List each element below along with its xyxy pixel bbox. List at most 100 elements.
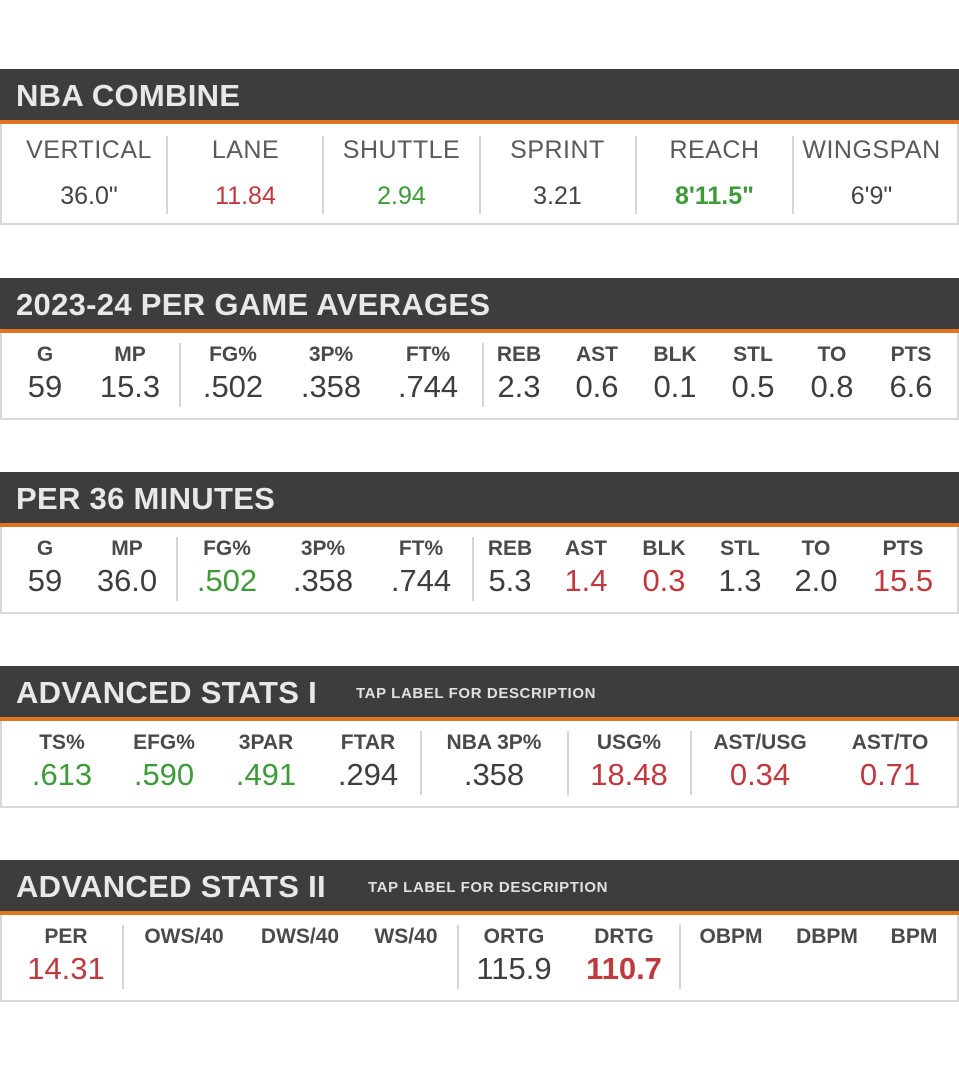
advanced-stats-1-section: ADVANCED STATS I TAP LABEL FOR DESCRIPTI… — [0, 666, 959, 808]
stat-label[interactable]: FT% — [398, 537, 444, 560]
stat-value: .590 — [133, 757, 195, 792]
stat-label[interactable]: BPM — [890, 925, 938, 948]
stat-label[interactable]: BLK — [653, 343, 697, 366]
col-efg-pct: EFG% .590 — [116, 721, 212, 806]
stat-label[interactable]: FG% — [209, 343, 257, 366]
stat-label[interactable]: G — [36, 343, 54, 366]
col-ortg: ORTG 115.9 — [464, 915, 564, 1000]
stat-value: 6.6 — [889, 369, 933, 404]
stat-label[interactable]: FTAR — [340, 731, 396, 754]
stat-value: 0.5 — [731, 369, 775, 404]
col-usg-pct: USG% 18.48 — [570, 721, 688, 806]
stat-label[interactable]: MP — [111, 537, 143, 560]
stat-value: 0.34 — [729, 757, 791, 792]
col-reb: REB 5.3 — [478, 527, 542, 612]
stat-value: 115.9 — [476, 951, 552, 986]
stat-value: 2.3 — [497, 369, 541, 404]
col-ws-40: WS/40 — [358, 915, 454, 1000]
stat-value: .744 — [397, 369, 459, 404]
col-bpm: BPM — [876, 915, 952, 1000]
col-ast: AST 1.4 — [554, 527, 618, 612]
stat-label[interactable]: REACH — [669, 136, 760, 164]
per-36-header: PER 36 MINUTES — [0, 472, 959, 527]
stat-label[interactable]: 3PAR — [238, 731, 294, 754]
combine-col-wingspan: WINGSPAN 6'9" — [794, 124, 949, 223]
stat-label[interactable]: STL — [733, 343, 773, 366]
stat-label[interactable]: MP — [114, 343, 146, 366]
stat-label[interactable]: WS/40 — [374, 925, 438, 948]
stat-label[interactable]: FG% — [203, 537, 251, 560]
combine-col-vertical: VERTICAL 36.0" — [11, 124, 167, 223]
stat-label[interactable]: PTS — [882, 537, 924, 560]
col-to: TO 2.0 — [784, 527, 848, 612]
stat-label[interactable]: 3P% — [300, 537, 346, 560]
stat-label[interactable]: STL — [720, 537, 760, 560]
stat-value: 0.1 — [653, 369, 697, 404]
col-g: G 59 — [12, 527, 78, 612]
stat-label[interactable]: REB — [496, 343, 542, 366]
col-ft-pct: FT% .744 — [375, 527, 467, 612]
col-ows-40: OWS/40 — [128, 915, 240, 1000]
stat-label[interactable]: AST/TO — [851, 731, 929, 754]
stat-value: 1.3 — [718, 563, 762, 598]
advanced-stats-2-table: PER 14.31 OWS/40 DWS/40 WS/40 ORTG 115.9… — [0, 915, 959, 1002]
advanced-stats-1-table: TS% .613 EFG% .590 3PAR .491 FTAR .294 N… — [0, 721, 959, 808]
stat-label[interactable]: WINGSPAN — [802, 136, 941, 164]
stat-label[interactable]: REB — [487, 537, 533, 560]
stat-value: 18.48 — [590, 757, 668, 792]
stat-label[interactable]: DWS/40 — [260, 925, 340, 948]
section-title: 2023-24 PER GAME AVERAGES — [16, 287, 491, 322]
column-divider — [690, 731, 692, 795]
stat-label[interactable]: AST/USG — [713, 731, 807, 754]
stat-label[interactable]: 3P% — [308, 343, 354, 366]
stat-value: .613 — [31, 757, 93, 792]
col-ast-to: AST/TO 0.71 — [828, 721, 952, 806]
stat-label[interactable]: AST — [565, 537, 607, 560]
stat-label[interactable]: DBPM — [796, 925, 858, 948]
stat-label[interactable]: VERTICAL — [26, 136, 152, 164]
tap-label-hint: TAP LABEL FOR DESCRIPTION — [356, 685, 597, 702]
stat-value: 0.6 — [575, 369, 619, 404]
col-reb: REB 2.3 — [487, 333, 551, 418]
nba-combine-section: NBA COMBINE VERTICAL 36.0" LANE 11.84 SH… — [0, 69, 959, 225]
advanced-stats-1-header: ADVANCED STATS I TAP LABEL FOR DESCRIPTI… — [0, 666, 959, 721]
stat-label[interactable]: DRTG — [594, 925, 654, 948]
col-blk: BLK 0.3 — [632, 527, 696, 612]
stat-value: 2.94 — [377, 182, 426, 210]
col-g: G 59 — [12, 333, 78, 418]
stat-label[interactable]: USG% — [596, 731, 662, 754]
advanced-stats-2-header: ADVANCED STATS II TAP LABEL FOR DESCRIPT… — [0, 860, 959, 915]
combine-col-reach: REACH 8'11.5" — [637, 124, 792, 223]
nba-combine-table: VERTICAL 36.0" LANE 11.84 SHUTTLE 2.94 S… — [0, 124, 959, 225]
column-divider — [322, 136, 324, 214]
stat-value: 36.0 — [96, 563, 158, 598]
stat-value: 15.5 — [872, 563, 934, 598]
col-ts-pct: TS% .613 — [16, 721, 108, 806]
stat-value: 5.3 — [488, 563, 532, 598]
stat-label[interactable]: OBPM — [699, 925, 763, 948]
stat-label[interactable]: PER — [44, 925, 88, 948]
stat-label[interactable]: SHUTTLE — [342, 136, 461, 164]
stat-label[interactable]: TO — [801, 537, 831, 560]
stat-label[interactable]: AST — [576, 343, 618, 366]
stat-label[interactable]: ORTG — [483, 925, 545, 948]
advanced-stats-2-section: ADVANCED STATS II TAP LABEL FOR DESCRIPT… — [0, 860, 959, 1002]
stat-label[interactable]: LANE — [211, 136, 280, 164]
stat-label[interactable]: NBA 3P% — [446, 731, 542, 754]
stat-label[interactable]: G — [36, 537, 54, 560]
column-divider — [792, 136, 794, 214]
stat-value: 0.3 — [642, 563, 686, 598]
stat-label[interactable]: EFG% — [133, 731, 195, 754]
combine-col-shuttle: SHUTTLE 2.94 — [324, 124, 479, 223]
stat-value: .358 — [300, 369, 362, 404]
stat-label[interactable]: BLK — [642, 537, 686, 560]
stat-label[interactable]: FT% — [405, 343, 451, 366]
stat-label[interactable]: TO — [817, 343, 847, 366]
stat-label[interactable]: PTS — [890, 343, 932, 366]
column-divider — [479, 136, 481, 214]
stat-label[interactable]: OWS/40 — [144, 925, 224, 948]
stat-label[interactable]: SPRINT — [510, 136, 605, 164]
col-obpm: OBPM — [686, 915, 776, 1000]
stat-label[interactable]: TS% — [39, 731, 85, 754]
stat-value: 6'9" — [850, 182, 893, 210]
